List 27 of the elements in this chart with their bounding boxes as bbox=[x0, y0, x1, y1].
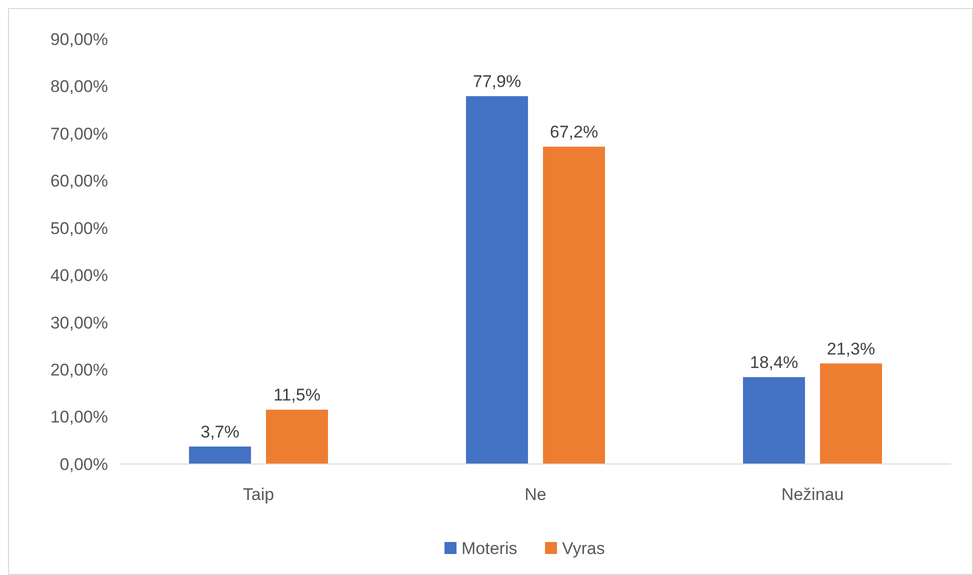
x-tick-label: Nežinau bbox=[781, 485, 844, 504]
bar bbox=[189, 446, 251, 464]
bar bbox=[266, 410, 328, 464]
legend-label: Moteris bbox=[462, 538, 518, 558]
bar bbox=[820, 363, 882, 464]
x-tick-label: Ne bbox=[524, 485, 546, 504]
y-tick-label: 10,00% bbox=[50, 408, 108, 427]
y-tick-label: 50,00% bbox=[50, 218, 108, 238]
data-label: 77,9% bbox=[472, 72, 522, 92]
y-tick-label: 20,00% bbox=[50, 360, 108, 380]
bar bbox=[743, 377, 805, 464]
legend-label: Vyras bbox=[562, 538, 605, 558]
data-label: 21,3% bbox=[826, 339, 876, 358]
y-tick-label: 60,00% bbox=[50, 172, 108, 191]
x-tick-label: Taip bbox=[242, 485, 274, 504]
data-label: 18,4% bbox=[750, 353, 798, 372]
data-label: 3,7% bbox=[200, 422, 240, 442]
y-tick-label: 40,00% bbox=[50, 266, 108, 286]
data-label: 11,5% bbox=[274, 386, 320, 405]
bar bbox=[543, 146, 605, 464]
data-label: 67,2% bbox=[550, 122, 598, 142]
bar bbox=[466, 96, 528, 464]
y-tick-label: 80,00% bbox=[50, 77, 108, 96]
y-tick-label: 90,00% bbox=[50, 30, 108, 49]
y-tick-label: 0,00% bbox=[60, 454, 108, 474]
y-tick-label: 70,00% bbox=[50, 124, 108, 144]
y-tick-label: 30,00% bbox=[50, 313, 108, 332]
